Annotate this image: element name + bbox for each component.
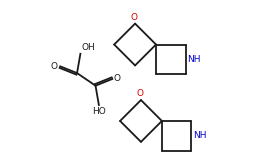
Text: O: O (50, 62, 57, 71)
Text: O: O (114, 74, 121, 83)
Text: HO: HO (92, 107, 106, 116)
Text: O: O (131, 13, 138, 22)
Text: NH: NH (188, 55, 201, 64)
Text: OH: OH (81, 43, 95, 52)
Text: O: O (137, 89, 144, 98)
Text: NH: NH (194, 131, 207, 140)
